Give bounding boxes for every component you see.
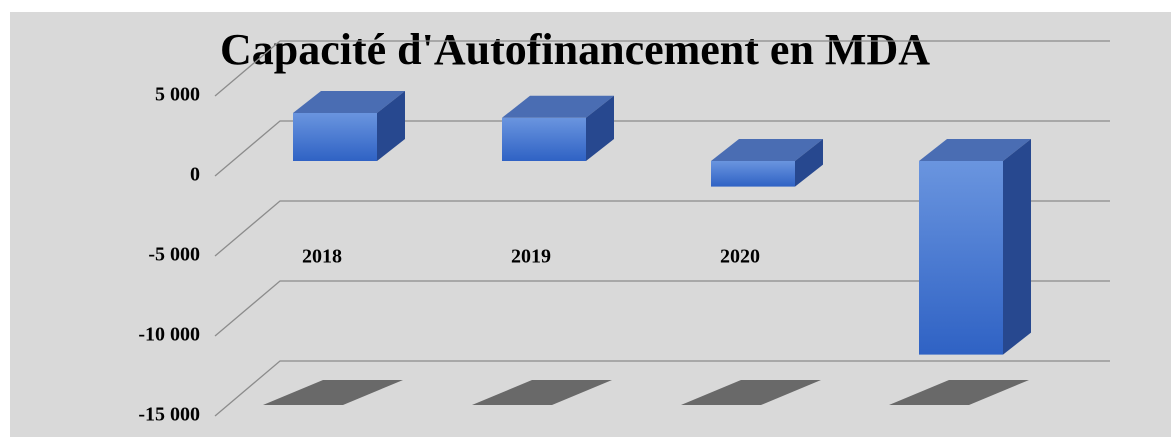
bar-side (586, 95, 614, 161)
x-tick-label: 2018 (302, 246, 342, 268)
bar-top (293, 91, 405, 113)
y-tick-label: -5 000 (148, 244, 200, 266)
bar (919, 161, 1003, 355)
bar (711, 161, 795, 187)
bar-shadow (472, 380, 612, 405)
bar-shadow (263, 380, 403, 405)
y-tick-label: -15 000 (138, 404, 200, 426)
grid-line (214, 40, 1110, 97)
x-tick-label: 2020 (720, 246, 760, 268)
bar-shadow (681, 380, 821, 405)
bar-side (1003, 139, 1031, 355)
bar-shadow (889, 380, 1029, 405)
grid-line (214, 360, 1110, 417)
chart-title: Capacité d'Autofinancement en MDA (220, 25, 930, 74)
bar-top (711, 139, 823, 161)
bar (502, 117, 586, 161)
grid-line (214, 120, 1110, 177)
y-tick-label: -10 000 (138, 324, 200, 346)
bar (293, 113, 377, 161)
bar-side (377, 91, 405, 161)
grid-line (214, 280, 1110, 337)
y-tick-label: 0 (190, 164, 200, 186)
bar-top (919, 139, 1031, 161)
x-tick-label: 2019 (511, 246, 551, 268)
bar-side (795, 139, 823, 187)
bar-top (502, 95, 614, 118)
grid-line (214, 200, 1110, 257)
y-tick-label: 5 000 (155, 84, 200, 106)
